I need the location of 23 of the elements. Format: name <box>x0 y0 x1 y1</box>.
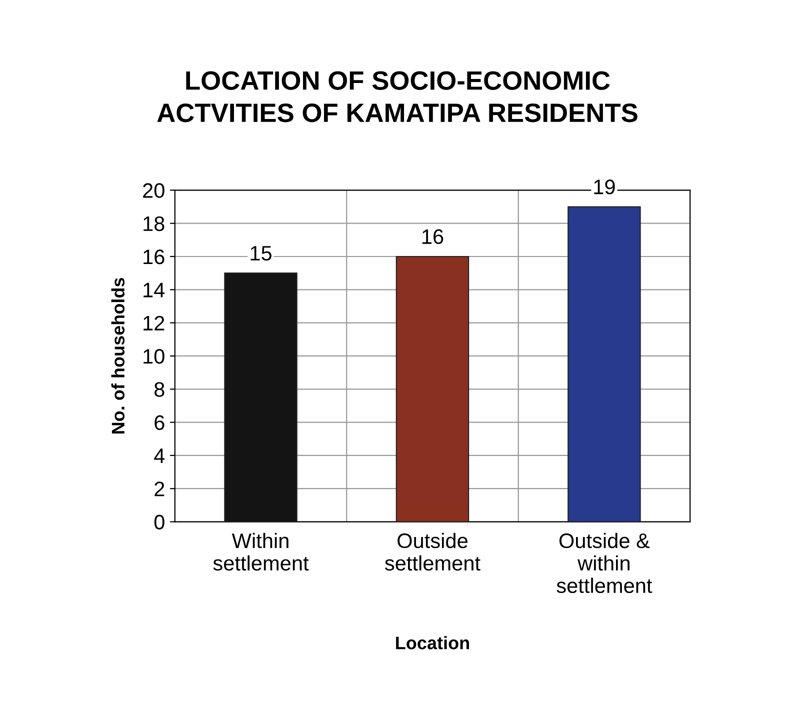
bar <box>396 256 470 522</box>
y-tick-label: 16 <box>144 250 164 264</box>
bar <box>568 206 641 522</box>
y-tick-label: 8 <box>154 382 164 397</box>
data-label: 19 <box>594 180 615 194</box>
y-tick-label: 12 <box>144 316 164 330</box>
x-tick-label: Outside & within settlement <box>556 532 652 594</box>
chart-title: LOCATION OF SOCIO-ECONOMIC ACTVITIES OF KAMATIPA RESIDENTS <box>157 71 638 122</box>
x-tick-label: Outside settlement <box>385 532 480 571</box>
data-label: 15 <box>250 246 272 261</box>
y-tick-label: 4 <box>154 448 165 463</box>
y-tick-label: 2 <box>154 482 164 496</box>
y-tick-label: 14 <box>144 282 165 298</box>
y-tick-label: 0 <box>154 514 164 530</box>
x-axis-title: Location <box>396 636 469 650</box>
y-tick-label: 6 <box>154 415 164 430</box>
y-tick-label: 18 <box>144 216 164 232</box>
x-tick-label: Within settlement <box>213 532 309 571</box>
y-tick-label: 20 <box>143 183 164 198</box>
y-axis-title: No. of households <box>111 278 125 434</box>
data-label: 16 <box>422 229 444 244</box>
y-tick-label: 10 <box>144 348 164 364</box>
bar <box>224 272 298 522</box>
